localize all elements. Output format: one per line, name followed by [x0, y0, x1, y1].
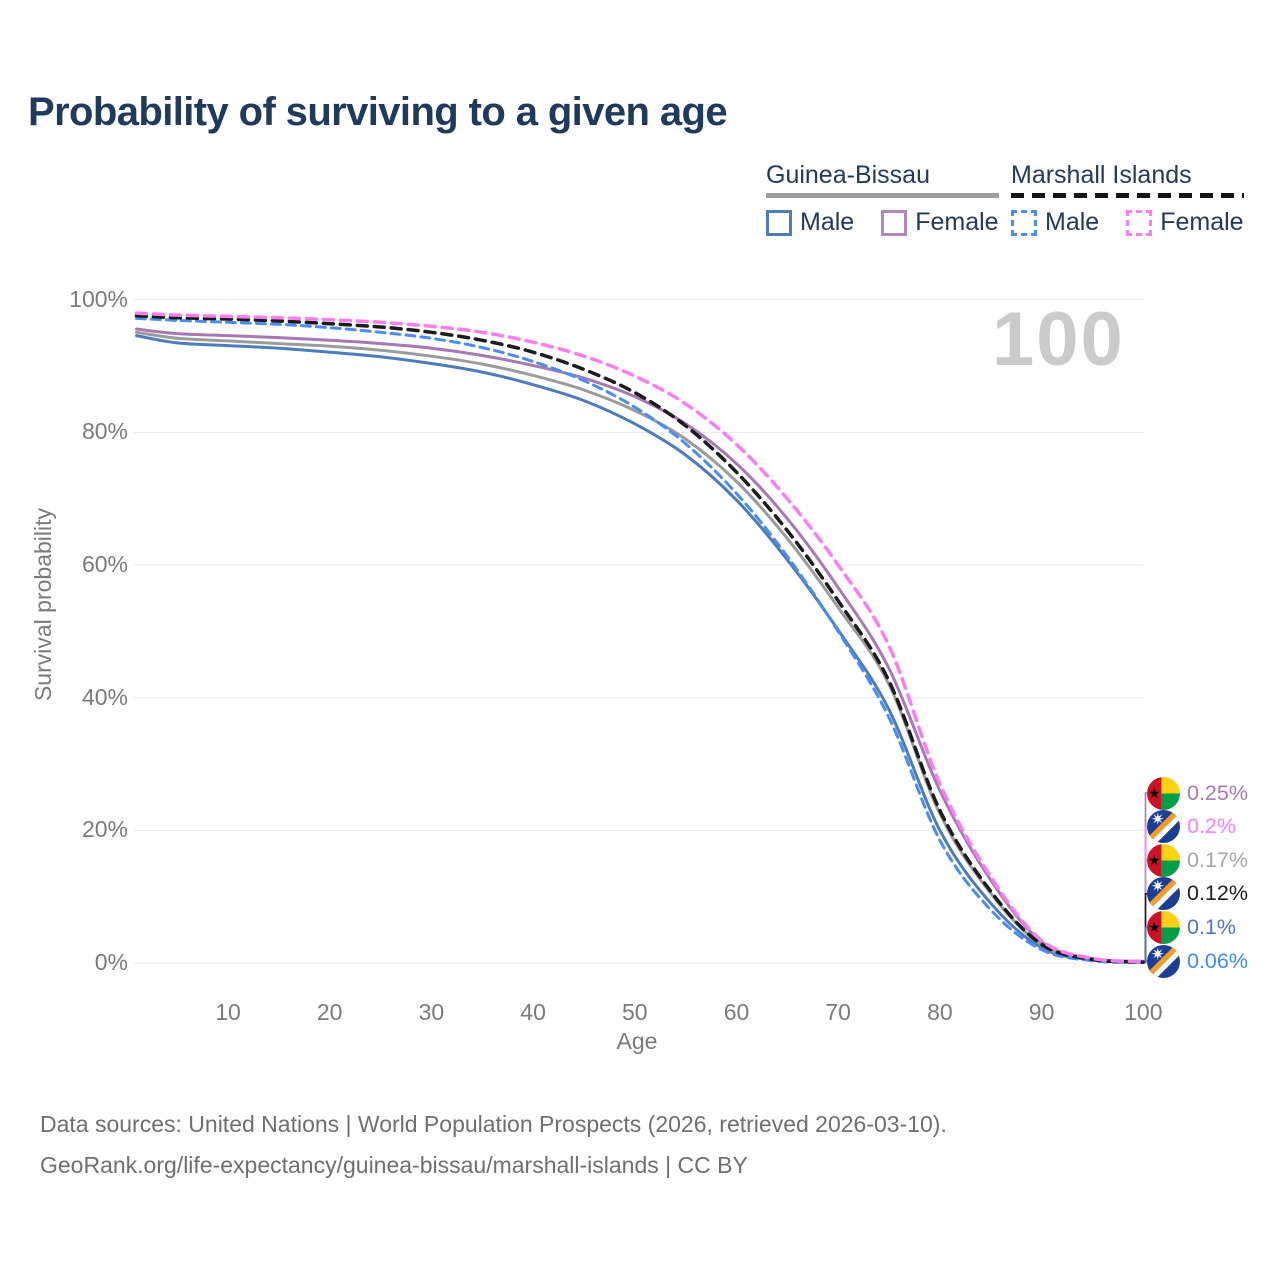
x-tick-label: 30 — [418, 999, 445, 1025]
x-tick-label: 80 — [927, 999, 953, 1025]
legend-label-gb-female[interactable]: Female — [915, 208, 999, 236]
end-label-value: 0.2% — [1187, 814, 1237, 839]
end-label-row: 0.17% — [1147, 843, 1248, 877]
marshall-islands-flag-icon — [1147, 877, 1180, 911]
x-tick-label: 90 — [1028, 999, 1055, 1025]
x-tick-label: 60 — [723, 999, 750, 1025]
guinea-bissau-flag-icon — [1147, 776, 1180, 810]
series-marshall-islands-female — [134, 311, 1146, 964]
end-label-value: 0.12% — [1187, 881, 1248, 906]
y-tick-label: 60% — [81, 551, 128, 578]
series-marshall-islands-male — [135, 316, 1145, 965]
end-label-value: 0.17% — [1187, 847, 1248, 872]
x-tick-label: 10 — [215, 999, 241, 1025]
y-tick-label: 0% — [94, 949, 128, 975]
legend-label-gb-male[interactable]: Male — [800, 208, 855, 236]
legend-country-guinea-bissau[interactable]: Guinea-Bissau — [766, 161, 930, 189]
marshall-islands-flag-icon — [1147, 944, 1180, 978]
footer: Data sources: United Nations | World Pop… — [40, 1104, 947, 1186]
end-label-row: 0.06% — [1147, 944, 1248, 978]
dashed-line-swatch — [1011, 193, 1244, 198]
series-marshall-islands-both-sexes — [134, 313, 1146, 964]
legend-swatch-gb-female[interactable] — [881, 209, 908, 236]
legend-swatch-mi-female[interactable] — [1126, 209, 1153, 236]
page-title: Probability of surviving to a given age — [28, 90, 728, 134]
guinea-bissau-flag-icon — [1147, 843, 1180, 877]
end-label-row: 0.25% — [1147, 776, 1248, 810]
marshall-islands-flag-icon — [1147, 810, 1180, 844]
end-label-row: 0.12% — [1147, 877, 1248, 911]
end-label-value: 0.06% — [1187, 948, 1248, 973]
y-tick-label: 100% — [69, 285, 128, 312]
watermark-100: 100 — [992, 297, 1125, 382]
legend-swatch-gb-male[interactable] — [766, 209, 792, 236]
legend-group-guinea-bissau: Guinea-Bissau Male Female — [766, 161, 999, 237]
footer-sources-line: Data sources: United Nations | World Pop… — [40, 1111, 947, 1137]
end-label-value: 0.1% — [1187, 914, 1237, 939]
x-tick-label: 40 — [520, 999, 546, 1025]
y-tick-label: 80% — [81, 418, 128, 445]
end-label-row: 0.2% — [1147, 810, 1237, 844]
series-guinea-bissau-male — [135, 334, 1145, 964]
guinea-bissau-flag-icon — [1147, 910, 1180, 944]
x-tick-label: 20 — [316, 999, 343, 1025]
legend-label-mi-female[interactable]: Female — [1160, 208, 1244, 236]
end-label-value: 0.25% — [1187, 780, 1248, 805]
legend-group-marshall-islands: Marshall Islands Male Female — [1011, 161, 1244, 237]
x-tick-label: 50 — [622, 999, 648, 1025]
gridlines — [134, 299, 1144, 964]
legend-country-marshall-islands[interactable]: Marshall Islands — [1011, 161, 1192, 189]
x-tick-label: 70 — [825, 999, 851, 1025]
solid-line-swatch — [766, 193, 999, 198]
end-label-row: 0.1% — [1147, 910, 1237, 944]
x-axis-title: Age — [616, 1028, 658, 1054]
legend-swatch-mi-male[interactable] — [1011, 209, 1037, 236]
legend-label-mi-male[interactable]: Male — [1045, 208, 1100, 236]
x-tick-label: 100 — [1124, 999, 1163, 1025]
footer-url-line: GeoRank.org/life-expectancy/guinea-bissa… — [40, 1152, 748, 1178]
y-tick-label: 20% — [81, 816, 128, 843]
y-tick-label: 40% — [81, 683, 128, 710]
series-guinea-bissau-female — [135, 327, 1145, 963]
